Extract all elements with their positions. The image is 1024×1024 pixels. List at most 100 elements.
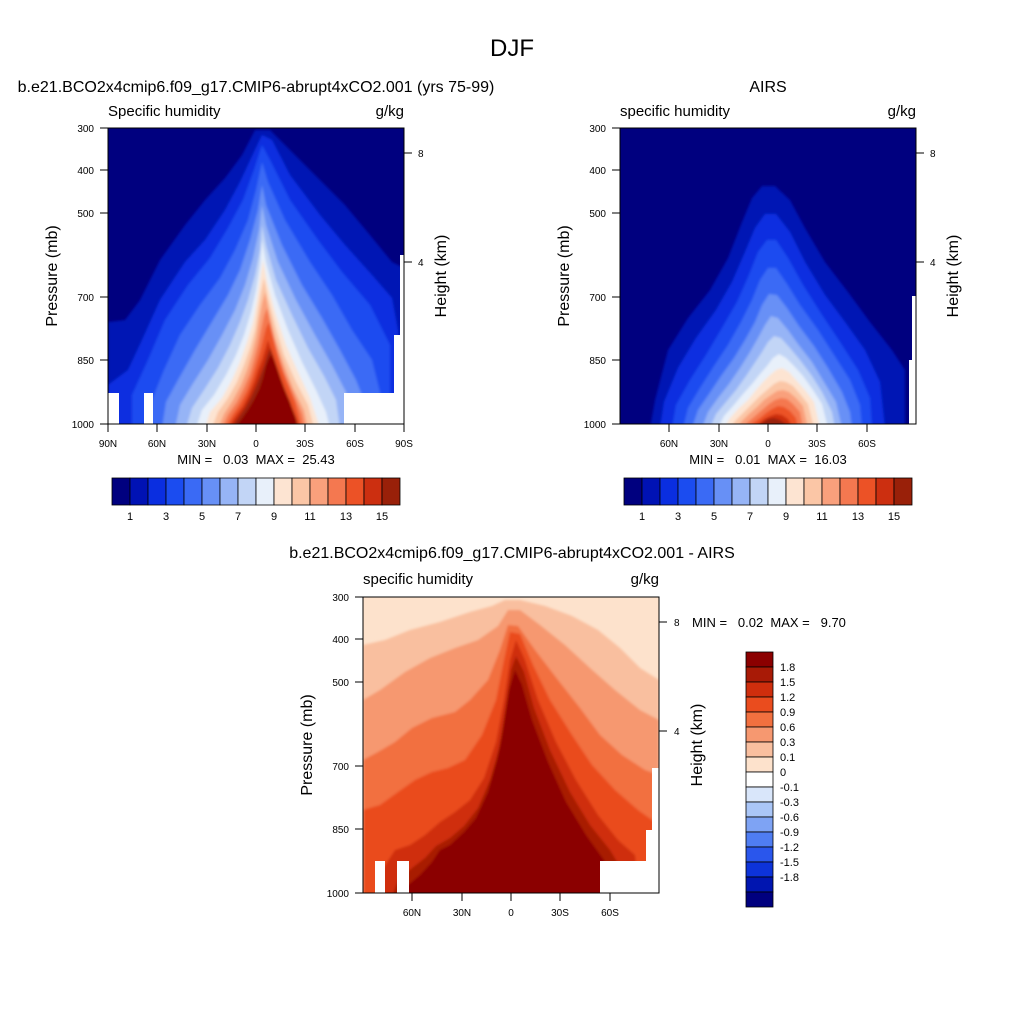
- missing-data: [344, 393, 394, 424]
- colorbar-swatch: [745, 756, 774, 773]
- y-tick-label: 500: [589, 209, 606, 220]
- colorbar-label: 0.9: [780, 707, 795, 719]
- x-tick-label: 60N: [403, 908, 421, 919]
- colorbar-label: 1: [639, 511, 645, 523]
- colorbar-diff: 1.8 1.5 1.2 0.9 0.6 0.3 0.1 0 -0.1 -0.3 -0.6 -0.9 -1…: [745, 651, 799, 908]
- panel-model: b.e21.BCO2x4cmip6.f09_g17.CMIP6-abrupt4x…: [18, 79, 495, 523]
- panel-obs-left-label: specific humidity: [620, 103, 731, 120]
- colorbar-label: 11: [816, 511, 827, 523]
- colorbar-swatch: [745, 786, 774, 803]
- y-axis-title: Pressure (mb): [44, 225, 61, 326]
- colorbar-swatch: [659, 477, 679, 506]
- y-tick-labels: 300 400 500 700 850 1000: [72, 124, 95, 431]
- colorbar-label: -1.8: [780, 872, 799, 884]
- x-tick-label: 60N: [148, 439, 166, 450]
- colorbar-label: -0.9: [780, 827, 799, 839]
- x-tick-label: 0: [253, 439, 259, 450]
- y-tick-labels: 300 400 500 700 850 1000: [327, 593, 350, 900]
- colorbar-swatch: [695, 477, 715, 506]
- colorbar-label: 0: [780, 767, 786, 779]
- colorbar-obs: 1 3 5 7 9 11 13 15: [623, 477, 913, 523]
- colorbar-swatch: [713, 477, 733, 506]
- y-tick-label: 400: [589, 166, 606, 177]
- missing-data: [909, 360, 916, 424]
- colorbar-swatch: [745, 816, 774, 833]
- y-tick-label: 1000: [584, 420, 607, 431]
- colorbar-swatch: [623, 477, 643, 506]
- colorbar-label: -0.3: [780, 797, 799, 809]
- colorbar-swatch: [147, 477, 167, 506]
- colorbar-swatch: [745, 846, 774, 863]
- colorbar-swatch: [327, 477, 347, 506]
- colorbar-label: -1.5: [780, 857, 799, 869]
- height-tick-label: 4: [930, 258, 936, 269]
- colorbar-label: 1: [127, 511, 133, 523]
- colorbar-label: 7: [235, 511, 241, 523]
- colorbar-label: 13: [340, 511, 352, 523]
- colorbar-swatch: [255, 477, 275, 506]
- y-axis-title: Pressure (mb): [556, 225, 573, 326]
- colorbar-swatch: [745, 681, 774, 698]
- x-tick-labels: 60N 30N 0 30S 60S: [660, 439, 876, 450]
- panel-model-left-label: Specific humidity: [108, 103, 221, 120]
- missing-data: [394, 335, 404, 424]
- colorbar-label: 15: [376, 511, 388, 523]
- y-axis-title: Pressure (mb): [299, 694, 316, 795]
- x-tick-labels: 60N 30N 0 30S 60S: [403, 908, 619, 919]
- contour-band: [404, 670, 616, 893]
- missing-data: [144, 393, 153, 424]
- colorbar-swatch: [731, 477, 751, 506]
- colorbar-label: 15: [888, 511, 900, 523]
- colorbar-swatch: [201, 477, 221, 506]
- y-ticks: [355, 596, 667, 894]
- missing-data: [375, 861, 385, 893]
- x-tick-label: 60N: [660, 439, 678, 450]
- x-tick-label: 30S: [551, 908, 569, 919]
- x-tick-labels: 90N 60N 30N 0 30S 60S 90S: [99, 439, 413, 450]
- colorbar-swatch: [893, 477, 913, 506]
- panel-diff: b.e21.BCO2x4cmip6.f09_g17.CMIP6-abrupt4x…: [289, 545, 846, 919]
- x-tick-label: 30N: [198, 439, 216, 450]
- colorbar-label: 1.8: [780, 662, 795, 674]
- colorbar-swatch: [745, 771, 774, 788]
- colorbar-label: 0.1: [780, 752, 795, 764]
- x-tick-label: 30S: [296, 439, 314, 450]
- colorbar-swatch: [345, 477, 365, 506]
- panel-diff-min-max: MIN = 0.02 MAX = 9.70: [692, 615, 846, 630]
- colorbar-model: 1 3 5 7 9 11 13 15: [111, 477, 401, 523]
- y-tick-label: 300: [589, 124, 606, 135]
- colorbar-swatch: [381, 477, 401, 506]
- colorbar-swatch: [641, 477, 661, 506]
- colorbar-label: 3: [163, 511, 169, 523]
- y-tick-label: 400: [332, 635, 349, 646]
- y-tick-labels: 300 400 500 700 850 1000: [584, 124, 607, 431]
- colorbar-label: 11: [304, 511, 315, 523]
- y-tick-label: 500: [77, 209, 94, 220]
- x-tick-label: 60S: [858, 439, 876, 450]
- colorbar-swatch: [309, 477, 329, 506]
- x-tick-label: 0: [508, 908, 514, 919]
- height-tick-labels: 8 4: [930, 149, 936, 269]
- colorbar-swatch: [745, 726, 774, 743]
- colorbar-swatch: [111, 477, 131, 506]
- panel-obs-min-max: MIN = 0.01 MAX = 16.03: [689, 452, 847, 467]
- figure-title: DJF: [490, 35, 534, 62]
- y-tick-label: 500: [332, 678, 349, 689]
- height-tick-label: 8: [674, 618, 680, 629]
- height-tick-label: 4: [674, 727, 680, 738]
- missing-data: [646, 830, 659, 893]
- colorbar-swatch: [785, 477, 805, 506]
- panel-diff-left-label: specific humidity: [363, 571, 474, 588]
- y-tick-label: 1000: [327, 889, 350, 900]
- height-tick-label: 8: [418, 149, 424, 160]
- colorbar-swatch: [745, 651, 774, 668]
- x-tick-label: 60S: [601, 908, 619, 919]
- x-tick-label: 90S: [395, 439, 413, 450]
- colorbar-swatch: [821, 477, 841, 506]
- y-ticks: [100, 127, 412, 425]
- x-ticks: [411, 893, 611, 901]
- panel-obs-title: AIRS: [749, 79, 786, 96]
- colorbar-swatch: [745, 876, 774, 893]
- x-tick-label: 0: [765, 439, 771, 450]
